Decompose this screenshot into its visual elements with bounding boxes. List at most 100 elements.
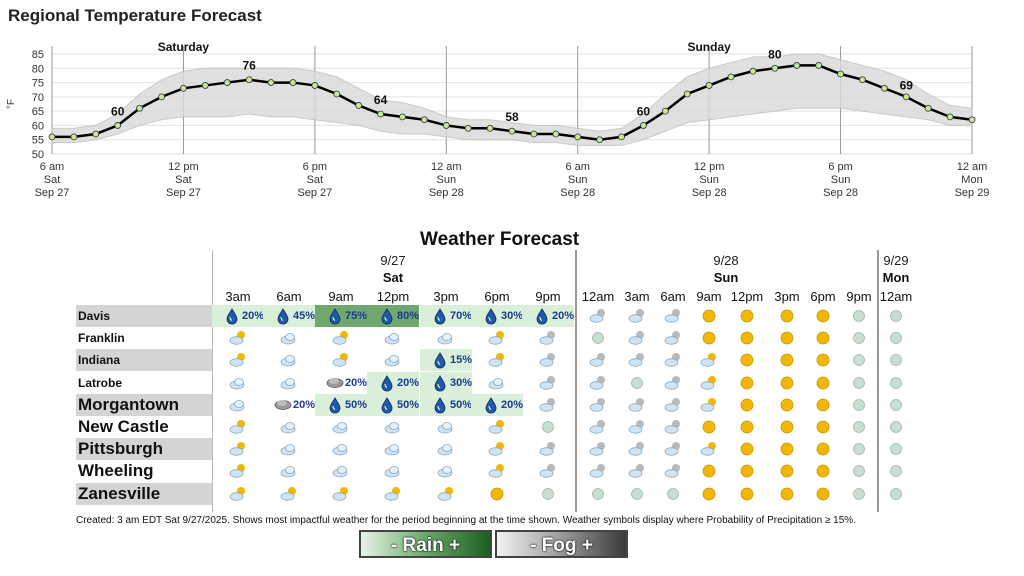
clear-night-icon (627, 484, 647, 504)
precip-probability: 20% (501, 398, 524, 411)
precip-cell (522, 305, 574, 327)
sun-icon (737, 350, 757, 370)
x-tick-label: 6 pm (828, 161, 852, 173)
sun-icon (777, 461, 797, 481)
cloudy-icon (383, 439, 403, 459)
cloudy-icon (436, 439, 456, 459)
fog-icon (273, 395, 293, 415)
sun-icon (737, 373, 757, 393)
time-column-header: 6am (660, 289, 686, 304)
partly-cloudy-night-icon (663, 328, 683, 348)
data-label: 60 (111, 104, 125, 118)
partly-cloudy-night-icon (663, 373, 683, 393)
sun-icon (813, 328, 833, 348)
precip-cell (420, 305, 472, 327)
x-tick-label: Mon (961, 174, 982, 186)
precip-cell (263, 305, 315, 327)
temperature-point (464, 124, 472, 132)
clear-night-icon (849, 484, 869, 504)
partly-cloudy-day-icon (699, 350, 719, 370)
data-label: 58 (505, 110, 519, 124)
x-tick-label: 6 am (565, 161, 589, 173)
y-tick-label: 75 (32, 78, 44, 90)
time-column-header: 6am (276, 289, 302, 304)
partly-cloudy-day-icon (699, 395, 719, 415)
raindrop-icon (481, 395, 501, 415)
cloudy-icon (383, 417, 403, 437)
clear-night-icon (849, 439, 869, 459)
day-label: Sat (382, 270, 404, 285)
x-tick-label: Sun (831, 174, 851, 186)
precip-probability: 50% (450, 398, 473, 411)
x-tick-label: Sun (699, 174, 719, 186)
raindrop-icon (430, 350, 450, 370)
time-column-header: 9am (328, 289, 354, 304)
precip-probability: 20% (345, 376, 368, 389)
partly-cloudy-day-icon (228, 350, 248, 370)
x-tick-label: Sep 28 (429, 187, 464, 199)
x-tick-label: 12 pm (694, 161, 725, 173)
partly-cloudy-night-icon (663, 350, 683, 370)
x-tick-label: Sun (568, 174, 588, 186)
temperature-point (880, 84, 888, 92)
y-tick-label: 50 (32, 149, 44, 161)
time-column-header: 12pm (730, 289, 764, 304)
time-column-header: 3pm (774, 289, 800, 304)
cloudy-icon (331, 439, 351, 459)
partly-cloudy-night-icon (588, 350, 608, 370)
partly-cloudy-night-icon (588, 439, 608, 459)
temperature-point (442, 122, 450, 129)
partly-cloudy-night-icon (588, 306, 608, 326)
sun-icon (777, 306, 797, 326)
partly-cloudy-night-icon (538, 439, 558, 459)
temperature-point (727, 73, 735, 81)
time-column-header: 12am (879, 289, 913, 304)
footnote: Created: 3 am EDT Sat 9/27/2025. Shows m… (76, 515, 856, 526)
temperature-point (92, 130, 100, 138)
data-label: 76 (242, 59, 256, 73)
temperature-point (377, 110, 384, 118)
clear-night-icon (886, 373, 906, 393)
y-tick-label: 70 (32, 92, 44, 104)
time-column-header: 6pm (484, 289, 510, 304)
x-tick-label: 6 am (40, 161, 64, 173)
sun-icon (777, 439, 797, 459)
cloudy-icon (436, 461, 456, 481)
clear-night-icon (886, 439, 906, 459)
cloudy-icon (228, 395, 248, 415)
rain-legend-button[interactable]: - Rain + (359, 530, 492, 558)
x-tick-label: Sep 28 (823, 187, 858, 199)
fog-legend-button[interactable]: - Fog + (495, 530, 628, 558)
x-tick-label: Sat (175, 174, 192, 186)
sun-icon (777, 328, 797, 348)
day-label: Sunday (687, 40, 731, 54)
y-tick-label: 55 (32, 135, 44, 147)
precip-probability: 50% (397, 398, 420, 411)
precip-probability: 20% (293, 398, 316, 411)
clear-night-icon (886, 417, 906, 437)
y-tick-label: 80 (32, 63, 44, 75)
temperature-point (180, 84, 187, 92)
forecast-title: Weather Forecast (420, 229, 580, 250)
day-label: Mon (882, 270, 910, 285)
temperature-point (552, 130, 560, 138)
x-tick-label: 12 am (431, 161, 462, 173)
raindrop-icon (430, 373, 450, 393)
cloudy-icon (228, 373, 248, 393)
raindrop-icon (532, 306, 552, 326)
raindrop-icon (481, 306, 501, 326)
clear-night-icon (886, 395, 906, 415)
partly-cloudy-day-icon (436, 484, 456, 504)
fog-icon (325, 373, 345, 393)
sun-icon (813, 306, 833, 326)
sun-icon (699, 328, 719, 348)
x-tick-label: 12 pm (168, 161, 199, 173)
x-tick-label: Sep 27 (35, 187, 70, 199)
sun-icon (699, 484, 719, 504)
partly-cloudy-night-icon (538, 350, 558, 370)
temperature-point (859, 76, 866, 84)
sun-icon (777, 395, 797, 415)
partly-cloudy-day-icon (383, 484, 403, 504)
time-column-header: 3pm (433, 289, 459, 304)
day-label: Sun (713, 270, 739, 285)
